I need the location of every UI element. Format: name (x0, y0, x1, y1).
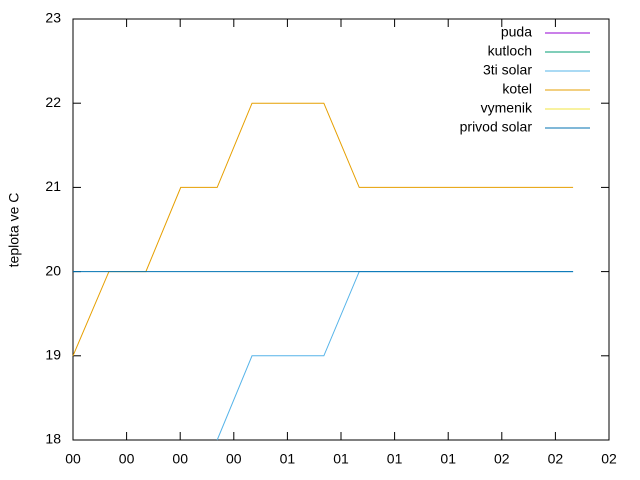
series-line (216, 271, 574, 441)
y-tick-label: 23 (45, 10, 61, 26)
y-axis-label: teplota ve C (6, 193, 22, 268)
x-tick-label: 00 (119, 451, 135, 467)
x-tick-label: 00 (65, 451, 81, 467)
y-tick-label: 20 (45, 262, 61, 278)
legend-label: 3ti solar (483, 62, 532, 78)
legend-label: kutloch (488, 43, 532, 59)
x-tick-label: 01 (333, 451, 349, 467)
x-tick-label: 00 (172, 451, 188, 467)
x-tick-label: 01 (440, 451, 456, 467)
x-tick-label: 02 (548, 451, 564, 467)
x-tick-label: 00 (226, 451, 242, 467)
x-tick-label: 02 (601, 451, 617, 467)
y-tick-label: 18 (45, 431, 61, 447)
legend-label: vymenik (481, 100, 533, 116)
y-tick-label: 19 (45, 347, 61, 363)
legend-label: privod solar (460, 119, 533, 135)
y-tick-label: 22 (45, 94, 61, 110)
x-tick-label: 01 (280, 451, 296, 467)
y-tick-label: 21 (45, 178, 61, 194)
series-line (72, 102, 574, 356)
x-tick-label: 01 (387, 451, 403, 467)
legend-label: kotel (502, 81, 532, 97)
legend-label: puda (501, 24, 532, 40)
x-tick-label: 02 (494, 451, 510, 467)
